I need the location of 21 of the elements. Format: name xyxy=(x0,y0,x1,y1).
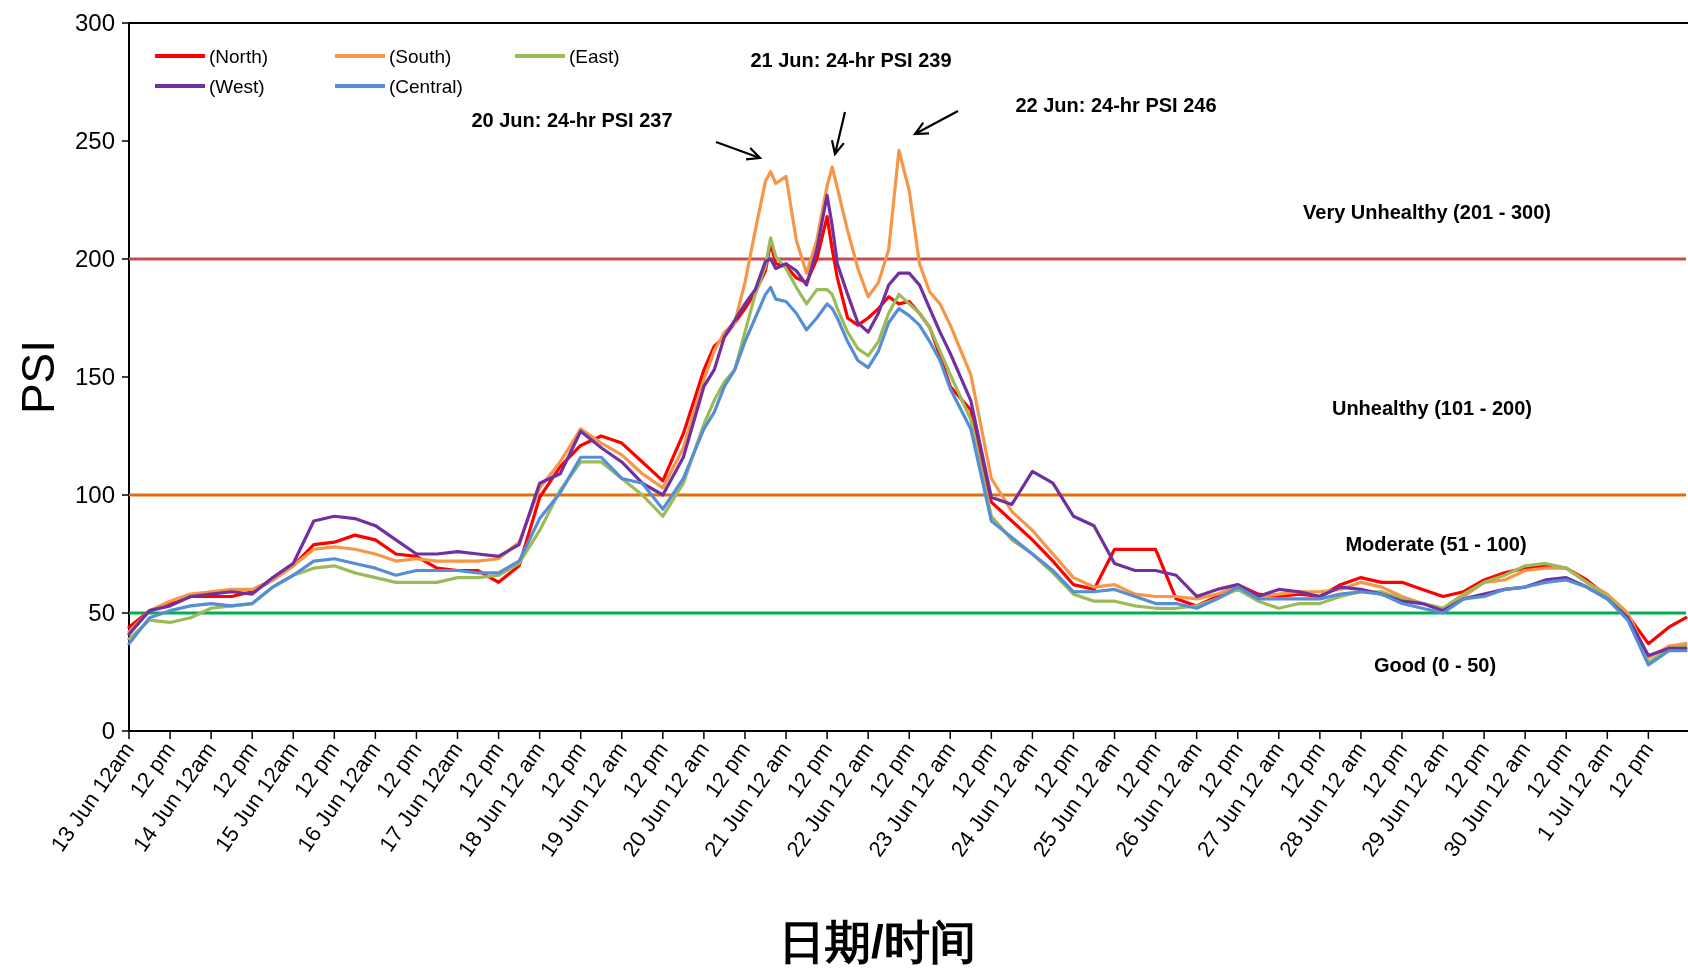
y-tick-label: 50 xyxy=(88,599,115,626)
x-axis-title: 日期/时间 xyxy=(779,916,976,968)
y-axis-title: PSI xyxy=(12,339,64,415)
y-tick-label: 150 xyxy=(74,363,115,390)
legend-label: (North) xyxy=(209,46,269,67)
legend-label: (Central) xyxy=(389,76,463,97)
y-tick-label: 200 xyxy=(74,245,115,272)
y-tick-label: 250 xyxy=(74,127,115,154)
y-tick-label: 300 xyxy=(74,9,115,36)
annotation: 21 Jun: 24-hr PSI 239 xyxy=(750,49,952,71)
annotation: Unhealthy (101 - 200) xyxy=(1331,397,1533,419)
annotation: Good (0 - 50) xyxy=(1373,654,1497,676)
legend-label: (West) xyxy=(209,76,265,97)
annotation: 20 Jun: 24-hr PSI 237 xyxy=(471,109,673,131)
y-tick-label: 0 xyxy=(101,717,115,744)
annotation: Very Unhealthy (201 - 300) xyxy=(1303,201,1551,223)
legend-label: (East) xyxy=(569,46,620,67)
y-tick-label: 100 xyxy=(74,481,115,508)
annotation: 22 Jun: 24-hr PSI 246 xyxy=(1015,94,1217,116)
legend-label: (South) xyxy=(389,46,452,67)
annotation: Moderate (51 - 100) xyxy=(1345,533,1527,555)
